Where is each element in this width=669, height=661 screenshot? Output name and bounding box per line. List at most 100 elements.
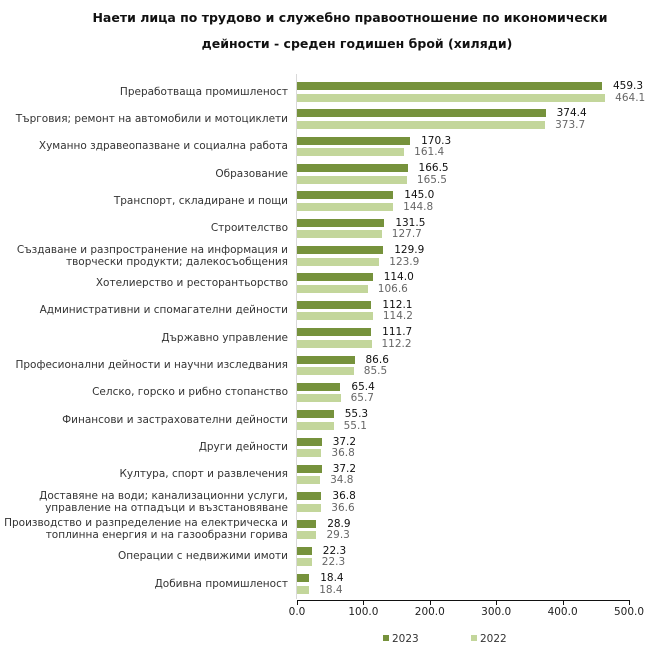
- category-label-line: Образование: [215, 167, 288, 180]
- category-label: Хотелиерство и ресторантьорство: [96, 277, 288, 289]
- value-label-2023: 37.2: [332, 435, 357, 448]
- bar-2023[interactable]: [297, 300, 372, 309]
- value-label-2022: 55.1: [343, 419, 367, 432]
- x-axis-tick: [363, 600, 365, 605]
- value-label-2023: 374.4: [556, 107, 587, 120]
- category-label-line: Добивна промишленост: [154, 577, 288, 590]
- category-label-line: Култура, спорт и развлечения: [119, 468, 288, 481]
- bar-2023[interactable]: [297, 355, 355, 364]
- bar-2022[interactable]: [297, 202, 394, 211]
- bar-2022[interactable]: [297, 175, 407, 184]
- legend-swatch-icon: [471, 635, 477, 641]
- category-label: Добивна промишленост: [155, 578, 288, 590]
- bar-2022[interactable]: [297, 531, 317, 540]
- bar-2023[interactable]: [297, 218, 385, 227]
- bar-2022[interactable]: [297, 585, 310, 594]
- bar-2023[interactable]: [297, 464, 322, 473]
- value-label-2022: 36.6: [331, 501, 355, 514]
- bar-2023[interactable]: [297, 191, 394, 200]
- value-label-2023: 114.0: [383, 271, 414, 284]
- bar-2022[interactable]: [297, 120, 546, 129]
- category-label: Транспорт, складиране и пощи: [114, 195, 288, 207]
- legend-item-2023[interactable]: 2023: [383, 633, 419, 645]
- bar-2022[interactable]: [297, 476, 321, 485]
- category-label-line: Строителство: [210, 222, 288, 235]
- bar-2022[interactable]: [297, 367, 354, 375]
- x-axis-tick-label: 300.0: [481, 606, 512, 618]
- value-label-2022: 464.1: [615, 91, 646, 104]
- bar-2023[interactable]: [297, 437, 322, 446]
- bar-2023[interactable]: [297, 136, 411, 145]
- category-label: Образование: [215, 168, 288, 180]
- bar-2022[interactable]: [297, 394, 341, 403]
- value-label-2022: 22.3: [321, 556, 346, 569]
- category-label: Административни и спомагателни дейности: [40, 304, 288, 316]
- x-axis-tick: [496, 600, 498, 605]
- value-label-2022: 85.5: [363, 365, 388, 377]
- value-label-2023: 112.1: [382, 298, 413, 311]
- bar-2023[interactable]: [297, 109, 546, 118]
- value-label-2022: 123.9: [389, 255, 420, 268]
- value-label-2023: 37.2: [332, 462, 357, 475]
- bar-2022[interactable]: [297, 257, 380, 266]
- category-label-line: Създаване и разпространение на информаци…: [16, 243, 288, 256]
- bar-2022[interactable]: [297, 284, 368, 293]
- bar-2023[interactable]: [297, 82, 602, 90]
- bar-2023[interactable]: [297, 328, 372, 337]
- value-label-2023: 65.4: [351, 380, 375, 393]
- value-label-2022: 114.2: [382, 310, 413, 323]
- category-label: Търговия; ремонт на автомобили и мотоцик…: [16, 113, 288, 125]
- x-axis-tick-label: 100.0: [348, 606, 379, 618]
- chart-title-line-1: Наети лица по трудово и служебно правоот…: [92, 10, 608, 25]
- bar-2023[interactable]: [297, 574, 310, 583]
- category-label-line: Хуманно здравеопазване и социална работа: [38, 140, 288, 153]
- bar-2022[interactable]: [297, 558, 312, 567]
- bar-2022[interactable]: [297, 230, 382, 239]
- value-label-2023: 129.9: [394, 244, 425, 257]
- category-label-line: Професионални дейности и научни изследва…: [15, 359, 288, 371]
- bar-2022[interactable]: [297, 449, 322, 458]
- bar-2023[interactable]: [297, 410, 334, 419]
- value-label-2022: 165.5: [416, 173, 447, 186]
- category-label: Създаване и разпространение на информаци…: [17, 244, 288, 268]
- category-label: Други дейности: [199, 441, 288, 453]
- category-label: Преработваща промишленост: [120, 86, 288, 98]
- category-label-line: Преработваща промишленост: [119, 85, 288, 98]
- bar-2022[interactable]: [297, 503, 322, 512]
- category-label-line: топлинна енергия и на газообразни горива: [45, 529, 288, 542]
- x-axis-tick: [562, 600, 564, 605]
- bar-2022[interactable]: [297, 148, 405, 157]
- category-label: Производство и разпределение на електрич…: [4, 517, 288, 541]
- legend-label: 2022: [480, 633, 507, 645]
- bar-2022[interactable]: [297, 421, 334, 430]
- value-label-2022: 34.8: [330, 474, 354, 487]
- legend-swatch-icon: [383, 635, 389, 641]
- category-label: Държавно управление: [161, 332, 288, 344]
- category-label-line: Административни и спомагателни дейности: [39, 304, 288, 317]
- value-label-2023: 145.0: [404, 189, 435, 202]
- bar-2022[interactable]: [297, 339, 372, 348]
- value-label-2022: 161.4: [414, 146, 445, 159]
- category-label-line: Доставяне на води; канализационни услуги…: [39, 489, 288, 502]
- category-label-line: Други дейности: [198, 441, 288, 454]
- value-label-2023: 111.7: [382, 326, 413, 339]
- x-axis-tick-label: 200.0: [414, 606, 445, 618]
- bar-2023[interactable]: [297, 382, 341, 391]
- category-label: Селско, горско и рибно стопанство: [92, 386, 288, 398]
- bar-2023[interactable]: [297, 164, 408, 173]
- bar-2023[interactable]: [297, 246, 384, 255]
- category-label-line: Операции с недвижими имоти: [117, 550, 288, 563]
- bar-2023[interactable]: [297, 492, 322, 501]
- legend-item-2022[interactable]: 2022: [471, 633, 507, 645]
- bar-2023[interactable]: [297, 273, 373, 282]
- bar-2022[interactable]: [297, 312, 373, 321]
- value-label-2023: 28.9: [327, 517, 351, 530]
- bar-2023[interactable]: [297, 546, 312, 555]
- bar-2022[interactable]: [297, 93, 606, 102]
- category-label-line: Селско, горско и рибно стопанство: [92, 386, 288, 399]
- category-label-line: Търговия; ремонт на автомобили и мотоцик…: [15, 112, 288, 125]
- category-label-line: Държавно управление: [161, 331, 288, 344]
- value-label-2022: 127.7: [391, 228, 422, 241]
- category-label: Операции с недвижими имоти: [118, 550, 288, 562]
- bar-2023[interactable]: [297, 519, 317, 528]
